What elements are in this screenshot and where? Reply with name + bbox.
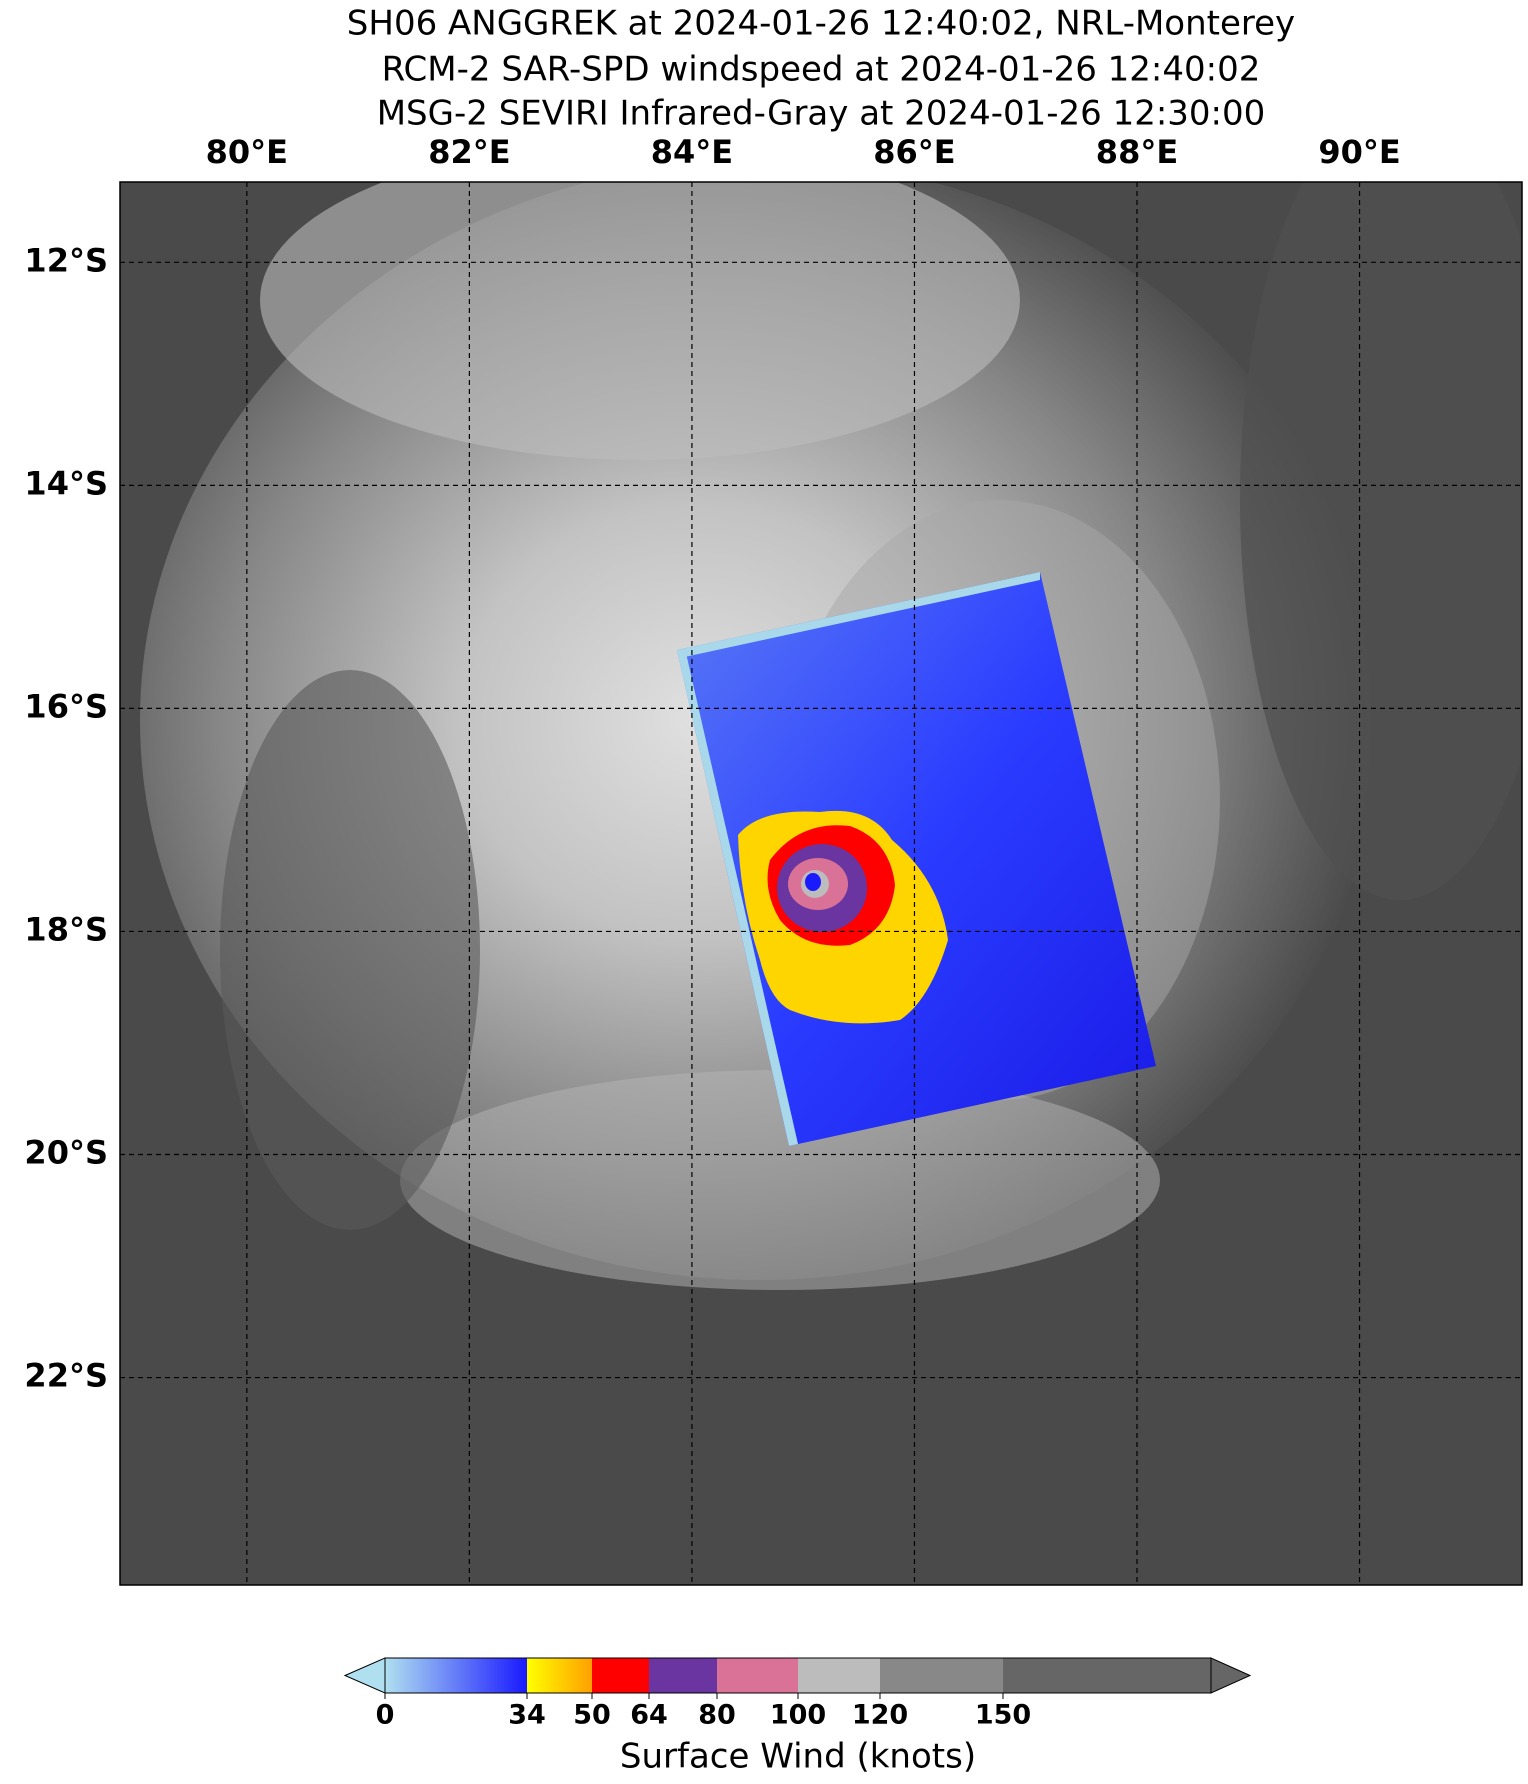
lat-tick-label: 12°S <box>24 241 108 279</box>
colorbar-segment <box>1003 1658 1211 1693</box>
colorbar-tick-label: 80 <box>698 1700 736 1731</box>
colorbar-tick-label: 50 <box>573 1700 611 1731</box>
title-line: SH06 ANGGREK at 2024-01-26 12:40:02, NRL… <box>347 4 1295 44</box>
colorbar-tick-label: 64 <box>630 1700 668 1731</box>
colorbar-label: Surface Wind (knots) <box>620 1737 976 1777</box>
colorbar-segment <box>649 1658 717 1693</box>
lat-tick-label: 20°S <box>24 1134 108 1172</box>
lon-tick-label: 82°E <box>428 133 510 171</box>
colorbar-tick-label: 150 <box>975 1700 1031 1731</box>
colorbar-segment <box>798 1658 880 1693</box>
colorbar-tick-label: 100 <box>770 1700 826 1731</box>
title-line: MSG-2 SEVIRI Infrared-Gray at 2024-01-26… <box>377 94 1266 134</box>
lon-tick-label: 88°E <box>1096 133 1178 171</box>
lat-tick-label: 14°S <box>24 464 108 502</box>
plot-frame <box>119 181 1523 1586</box>
colorbar-extend <box>1210 1657 1252 1694</box>
colorbar: Surface Wind (knots) 0 34 50 64 80 100 120 150 <box>343 1657 1252 1777</box>
lat-tick-label: 16°S <box>24 687 108 725</box>
lat-tick-label: 18°S <box>24 910 108 948</box>
colorbar-tick-label: 34 <box>508 1700 546 1731</box>
colorbar-tick-label: 120 <box>852 1700 908 1731</box>
colorbar-segment <box>717 1658 798 1693</box>
title-line: RCM-2 SAR-SPD windspeed at 2024-01-26 12… <box>382 50 1261 90</box>
colorbar-segment <box>527 1658 592 1693</box>
title: SH06 ANGGREK at 2024-01-26 12:40:02, NRL… <box>347 4 1295 134</box>
sar-swath <box>677 572 1156 1146</box>
lon-tick-label: 90°E <box>1318 133 1400 171</box>
colorbar-segment <box>592 1658 649 1693</box>
colorbar-segment <box>880 1658 1003 1693</box>
lon-tick-label: 84°E <box>651 133 733 171</box>
colorbar-extend <box>343 1657 386 1694</box>
lon-tick-label: 86°E <box>873 133 955 171</box>
colorbar-segment <box>385 1658 527 1693</box>
colorbar-tick-label: 0 <box>376 1700 395 1731</box>
lon-tick-label: 80°E <box>206 133 288 171</box>
lat-tick-label: 22°S <box>24 1357 108 1395</box>
